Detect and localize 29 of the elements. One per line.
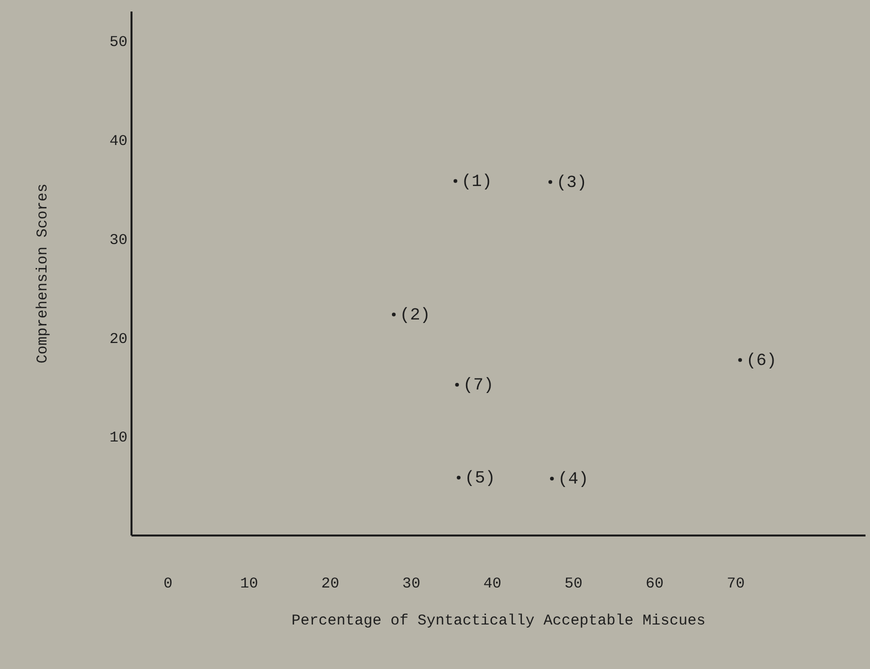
point: [454, 179, 458, 183]
y-tick-label: 30: [109, 232, 128, 249]
point: [548, 180, 552, 184]
x-tick-label: 40: [483, 576, 502, 592]
x-tick-label: 0: [163, 576, 173, 592]
x-tick-label: 60: [646, 576, 664, 592]
y-tick-label: 10: [109, 430, 128, 447]
annotation: (5): [464, 470, 496, 489]
point: [738, 358, 742, 362]
x-tick-label: 50: [564, 576, 583, 592]
y-tick-label: 40: [109, 133, 128, 150]
x-tick-label: 10: [240, 576, 258, 592]
annotation: (7): [463, 376, 494, 396]
y-axis-title: Comprehension Scores: [34, 183, 52, 364]
x-tick-label: 20: [321, 576, 340, 592]
x-axis-title: Percentage of Syntactically Acceptable Miscues: [291, 612, 706, 630]
x-tick-label: 70: [726, 576, 745, 592]
annotation: (2): [400, 306, 430, 326]
annotation: (6): [746, 352, 777, 372]
y-tick-label: 50: [109, 34, 128, 52]
point: [550, 476, 554, 481]
annotation: (1): [461, 173, 492, 192]
point: [392, 312, 396, 316]
annotation: (4): [558, 470, 589, 490]
annotation: (3): [556, 174, 587, 194]
y-tick-label: 20: [109, 330, 128, 348]
point: [456, 476, 461, 480]
x-tick-label: 30: [402, 576, 420, 592]
point: [455, 382, 459, 387]
